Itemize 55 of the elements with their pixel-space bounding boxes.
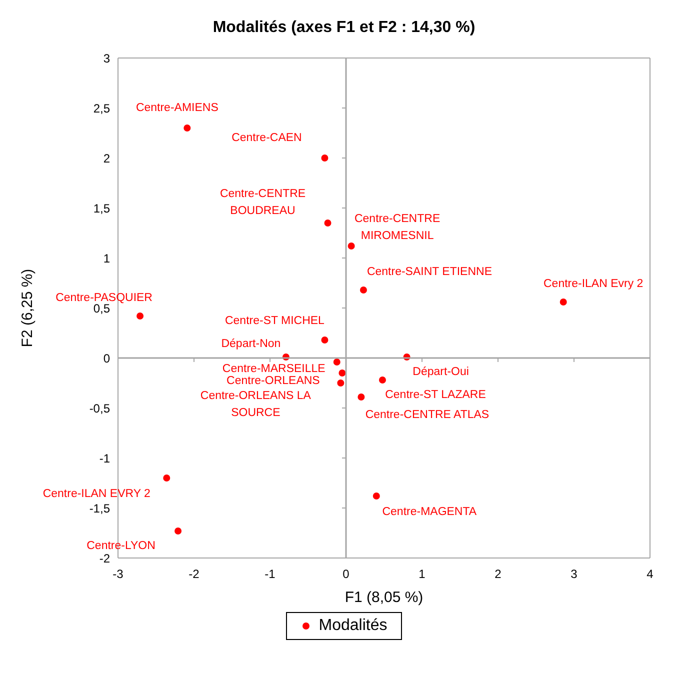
x-tick-label: 4 [646, 567, 654, 581]
annotation: Centre-CAEN [232, 132, 302, 144]
y-tick-label: 2,5 [93, 101, 110, 116]
annotation: Départ-Oui [412, 366, 469, 378]
annotation: Centre-MAGENTA [382, 506, 477, 518]
annotation: Centre-ST LAZARE [385, 389, 486, 402]
y-tick-label: 2 [103, 151, 110, 166]
y-tick-label: -2 [99, 551, 110, 566]
annotation: Centre-CENTRE BOUDREAU [220, 188, 306, 218]
annotation: Centre-ORLEANS [226, 375, 320, 388]
y-tick-label: -1,5 [89, 501, 110, 516]
annotation: Centre-MARSEILLE [222, 363, 326, 376]
annotation: Centre-SAINT ETIENNE [366, 266, 492, 278]
x-tick-label: -1 [264, 567, 276, 581]
legend-label: Modalités [318, 617, 388, 635]
y-tick-label: 0 [103, 351, 110, 366]
point [378, 376, 386, 384]
annotation: Centre-ORLEANS LA SOURCE [200, 390, 312, 420]
annotation: Centre-CENTRE ATLAS [365, 409, 490, 422]
point [174, 528, 182, 534]
point [338, 370, 346, 376]
y-axis-title: F2 (6,25 %) [19, 268, 36, 348]
x-tick-label: -3 [112, 567, 124, 581]
point [321, 154, 328, 162]
y-tick-label: 3 [103, 51, 110, 66]
y-tick-label: -0,5 [89, 401, 110, 416]
point [337, 380, 344, 386]
point [560, 298, 567, 306]
annotation: Centre-CENTRE MIROMESNIL [354, 213, 440, 242]
annotation: Départ-Non [221, 338, 281, 350]
annotation: Centre-ILAN EVRY 2 [42, 488, 150, 500]
annotation: Centre-AMIENS [136, 102, 219, 114]
point [360, 286, 367, 294]
annotation: Centre-ST MICHEL [224, 315, 326, 328]
y-tick-label: 1 [103, 251, 110, 266]
x-axis-title: F1 (8,05 %) [344, 589, 424, 606]
point [321, 336, 328, 344]
point [184, 124, 191, 132]
annotation: Centre-ILAN Evry 2 [544, 278, 644, 290]
point [324, 220, 332, 226]
y-tick-label: 1,5 [93, 201, 110, 216]
x-tick-label: 3 [570, 567, 578, 581]
point [358, 394, 365, 400]
x-tick-label: 0 [342, 567, 350, 581]
point [136, 312, 144, 320]
x-tick-label: 2 [494, 567, 502, 581]
x-tick-label: -2 [188, 567, 200, 581]
point [333, 358, 340, 366]
annotation: Centre-LYON [86, 540, 156, 552]
point [163, 474, 170, 482]
point [372, 492, 380, 500]
y-tick-label: -1 [99, 451, 110, 466]
point [348, 242, 355, 250]
chart-title: Modalités (axes F1 et F2 : 14,30 %) [212, 18, 476, 38]
x-tick-label: 1 [418, 567, 426, 581]
